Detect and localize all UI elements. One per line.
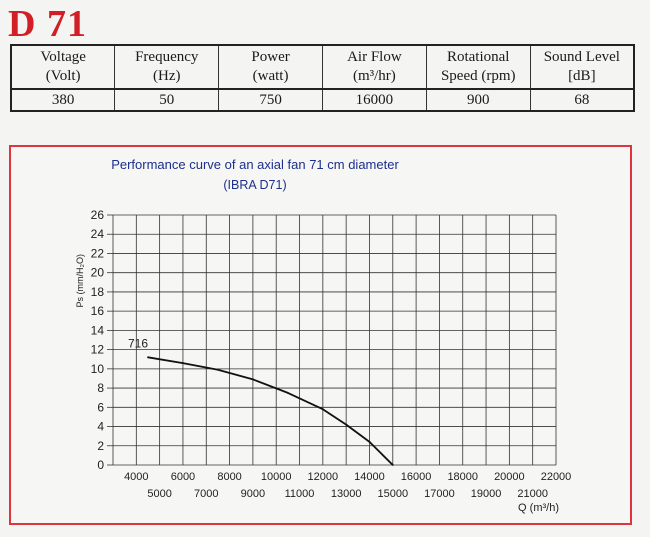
series-layer: 716 [128,336,394,466]
spec-header-line: Voltage [40,49,86,65]
spec-header-unit: (Hz) [153,68,181,84]
x-tick-label-upper: 20000 [494,471,525,483]
spec-header-unit: (Volt) [45,68,81,84]
x-tick-label-lower: 21000 [517,488,548,500]
x-tick-label-lower: 19000 [471,488,502,500]
series-point [217,368,219,371]
x-tick-label-lower: 17000 [424,488,455,500]
y-tick-label: 20 [91,266,105,280]
spec-value-airflow: 16000 [321,88,427,112]
y-tick-label: 14 [91,323,105,337]
spec-header-row: Voltage (Volt) Frequency (Hz) Power (watt) … [10,44,635,90]
spec-header-power: Power (watt) [218,44,323,90]
model-title: D 71 [8,3,87,45]
spec-header-sound: Sound Level [dB] [529,44,635,90]
spec-header-line: Sound Level [543,49,620,65]
y-tick-label: 6 [97,400,104,414]
chart-frame: Performance curve of an axial fan 71 cm … [9,145,632,525]
spec-header-voltage: Voltage (Volt) [10,44,116,90]
y-tick-label: 12 [91,343,105,357]
spec-value-voltage: 380 [10,88,116,112]
series-line [147,356,394,466]
y-tick-label: 4 [97,420,104,434]
y-tick-label: 26 [91,208,105,222]
x-tick-label-upper: 12000 [308,471,339,483]
y-tick-label: 2 [97,439,104,453]
x-tick-label-lower: 13000 [331,488,362,500]
y-axis-label: Ps (mm/H₂O) [75,254,85,308]
series-point [251,378,254,381]
x-tick-label-upper: 10000 [261,471,292,483]
x-tick-label-lower: 15000 [377,488,408,500]
x-tick-label-upper: 18000 [447,471,478,483]
x-tick-labels: 4000 6000 8000 10000 12000 14000 16000 18000 200… [124,471,571,500]
y-tick-label: 18 [91,285,105,299]
y-tick-label: 10 [91,362,105,376]
x-tick-label-lower: 9000 [241,488,265,500]
spec-value-power: 750 [218,88,323,112]
spec-value-sound: 68 [529,88,635,112]
x-tick-label-upper: 4000 [124,471,148,483]
performance-chart: Performance curve of an axial fan 71 cm … [75,157,571,514]
spec-header-frequency: Frequency (Hz) [114,44,220,90]
series-point [368,441,371,443]
spec-header-unit: Speed (rpm) [440,68,516,84]
spec-header-line: Rotational [446,49,510,65]
series-point [391,464,394,466]
x-tick-label-upper: 22000 [541,471,572,483]
x-tick-label-upper: 8000 [217,471,241,483]
spec-table: Voltage (Volt) Frequency (Hz) Power (watt) … [10,44,635,112]
spec-header-line: Air Flow [347,49,402,65]
y-tick-label: 8 [97,381,104,395]
series-point [286,391,289,394]
y-tick-label: 24 [91,227,105,241]
series-point [182,362,184,364]
y-tick-label: 0 [97,458,104,472]
chart-subtitle: (IBRA D71) [223,178,286,192]
series-label: 716 [128,336,148,350]
spec-value-speed: 900 [425,88,531,112]
x-axis-label: Q (m³/h) [518,502,559,514]
spec-header-line: Frequency [135,49,199,65]
spec-value-row: 380 50 750 16000 900 68 [10,88,635,112]
y-tick-label: 22 [91,246,105,260]
x-tick-label-lower: 11000 [285,488,315,500]
spec-header-unit: [dB] [568,68,596,84]
chart-grid [107,214,557,466]
x-tick-label-upper: 16000 [401,471,432,483]
spec-header-line: Power [251,49,290,65]
series-point [345,423,348,426]
x-tick-label-upper: 14000 [354,471,385,483]
x-tick-label-lower: 7000 [194,488,218,500]
x-tick-label-lower: 5000 [147,488,171,500]
spec-header-unit: (watt) [252,68,289,84]
spec-value-frequency: 50 [114,88,220,112]
spec-header-speed: Rotational Speed (rpm) [425,44,531,90]
spec-header-unit: (m³/hr) [352,68,396,84]
chart-title: Performance curve of an axial fan 71 cm … [111,157,399,172]
x-tick-label-upper: 6000 [171,471,195,483]
spec-header-airflow: Air Flow (m³/hr) [321,44,427,90]
y-tick-label: 16 [91,304,105,318]
series-point [321,408,324,411]
series-point [147,356,149,359]
